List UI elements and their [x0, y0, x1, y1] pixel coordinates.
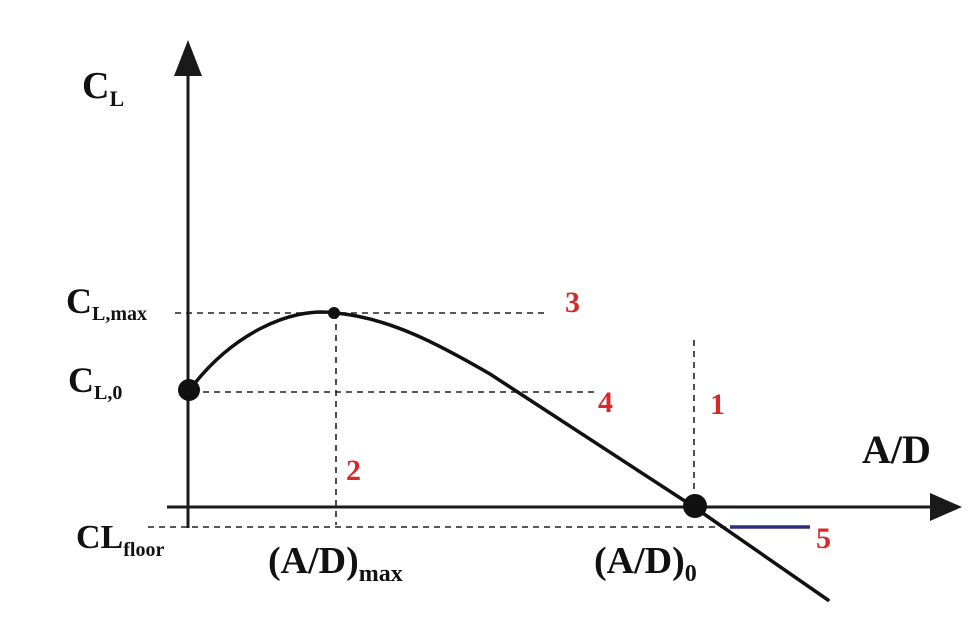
dashed-guides — [148, 312, 730, 528]
x-axis-arrowhead — [930, 493, 962, 521]
axes — [167, 40, 962, 528]
y-axis-arrowhead — [174, 40, 202, 76]
marker-5: 5 — [816, 522, 831, 555]
cl-max-label: CL,max — [66, 281, 147, 325]
marker-4: 4 — [598, 386, 613, 419]
cl-max-point — [328, 307, 340, 319]
ad-0-point — [683, 494, 707, 518]
ad-max-label: (A/D)max — [268, 540, 403, 587]
marker-3: 3 — [565, 286, 580, 319]
cl-floor-label: CLfloor — [76, 519, 164, 561]
x-axis-label: A/D — [862, 427, 931, 472]
ad-0-label: (A/D)0 — [594, 540, 697, 587]
marker-1: 1 — [710, 388, 725, 421]
y-axis-label: CL — [82, 65, 124, 111]
cl-0-point — [178, 379, 200, 401]
cl-0-label: CL,0 — [68, 360, 122, 404]
marker-2: 2 — [346, 454, 361, 487]
